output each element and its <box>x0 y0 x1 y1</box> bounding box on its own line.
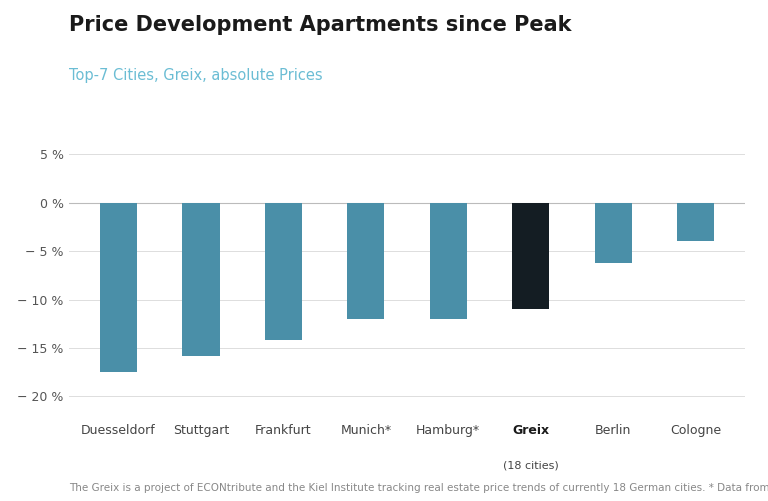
Text: Price Development Apartments since Peak: Price Development Apartments since Peak <box>69 15 571 35</box>
Text: The Greix is a project of ECONtribute and the Kiel Institute tracking real estat: The Greix is a project of ECONtribute an… <box>69 483 768 493</box>
Bar <box>183 203 220 356</box>
Bar <box>100 203 137 372</box>
Text: (18 cities): (18 cities) <box>503 460 558 470</box>
Bar <box>677 203 714 241</box>
Text: Top-7 Cities, Greix, absolute Prices: Top-7 Cities, Greix, absolute Prices <box>69 68 323 83</box>
Bar <box>347 203 384 319</box>
Bar <box>512 203 549 309</box>
Bar <box>594 203 631 263</box>
Bar <box>430 203 467 319</box>
Bar <box>265 203 302 340</box>
